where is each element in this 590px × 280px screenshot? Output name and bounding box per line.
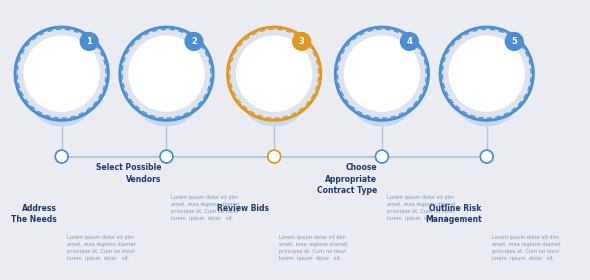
Circle shape	[230, 29, 319, 118]
Ellipse shape	[136, 74, 197, 126]
Text: 5: 5	[512, 37, 517, 46]
Circle shape	[57, 152, 66, 161]
Text: Select Possible
Vendors: Select Possible Vendors	[96, 164, 162, 184]
Circle shape	[482, 152, 491, 161]
Circle shape	[442, 29, 531, 118]
Text: Lorem ipsum dolor sit dim
amet, mea regione diamet
principes at. Cum no movi
lor: Lorem ipsum dolor sit dim amet, mea regi…	[172, 195, 240, 221]
Circle shape	[270, 152, 278, 161]
Circle shape	[293, 32, 310, 50]
Circle shape	[440, 26, 534, 121]
Circle shape	[268, 150, 281, 163]
Text: 3: 3	[299, 37, 304, 46]
Text: 4: 4	[407, 37, 412, 46]
Text: Lorem ipsum dolor sit dim
amet, mea regione diamet
principes at. Cum no movi
lor: Lorem ipsum dolor sit dim amet, mea regi…	[67, 235, 135, 261]
Circle shape	[55, 150, 68, 163]
Text: Address
The Needs: Address The Needs	[11, 204, 57, 224]
Text: Lorem ipsum dolor sit dim
amet, mea regione diamet
principes at. Cum no movi
lor: Lorem ipsum dolor sit dim amet, mea regi…	[387, 195, 455, 221]
Circle shape	[480, 150, 493, 163]
Text: Lorem ipsum dolor sit dim
amet, mea regione diamet
principes at. Cum no movi
lor: Lorem ipsum dolor sit dim amet, mea regi…	[279, 235, 348, 261]
Circle shape	[237, 36, 312, 111]
Text: Choose
Appropriate
Contract Type: Choose Appropriate Contract Type	[317, 164, 377, 195]
Ellipse shape	[351, 74, 412, 126]
Circle shape	[162, 152, 171, 161]
Circle shape	[24, 36, 99, 111]
Ellipse shape	[244, 74, 305, 126]
Circle shape	[401, 32, 418, 50]
Circle shape	[122, 29, 211, 118]
Circle shape	[129, 36, 204, 111]
Circle shape	[227, 26, 322, 121]
Text: Review Bids: Review Bids	[217, 204, 269, 213]
Text: Lorem ipsum dolor sit dim
amet, mea regione diamet
principes at. Cum no movi
lor: Lorem ipsum dolor sit dim amet, mea regi…	[491, 235, 560, 261]
Circle shape	[505, 32, 523, 50]
Circle shape	[17, 29, 106, 118]
Circle shape	[337, 29, 427, 118]
Text: 2: 2	[191, 37, 197, 46]
Circle shape	[345, 36, 419, 111]
Circle shape	[378, 152, 386, 161]
Circle shape	[14, 26, 109, 121]
Circle shape	[185, 32, 203, 50]
Circle shape	[80, 32, 98, 50]
Text: Outline Risk
Management: Outline Risk Management	[425, 204, 482, 224]
Circle shape	[160, 150, 173, 163]
Circle shape	[119, 26, 214, 121]
Text: 1: 1	[86, 37, 92, 46]
Circle shape	[375, 150, 388, 163]
Ellipse shape	[456, 74, 517, 126]
Circle shape	[335, 26, 430, 121]
Circle shape	[449, 36, 525, 111]
Ellipse shape	[31, 74, 93, 126]
